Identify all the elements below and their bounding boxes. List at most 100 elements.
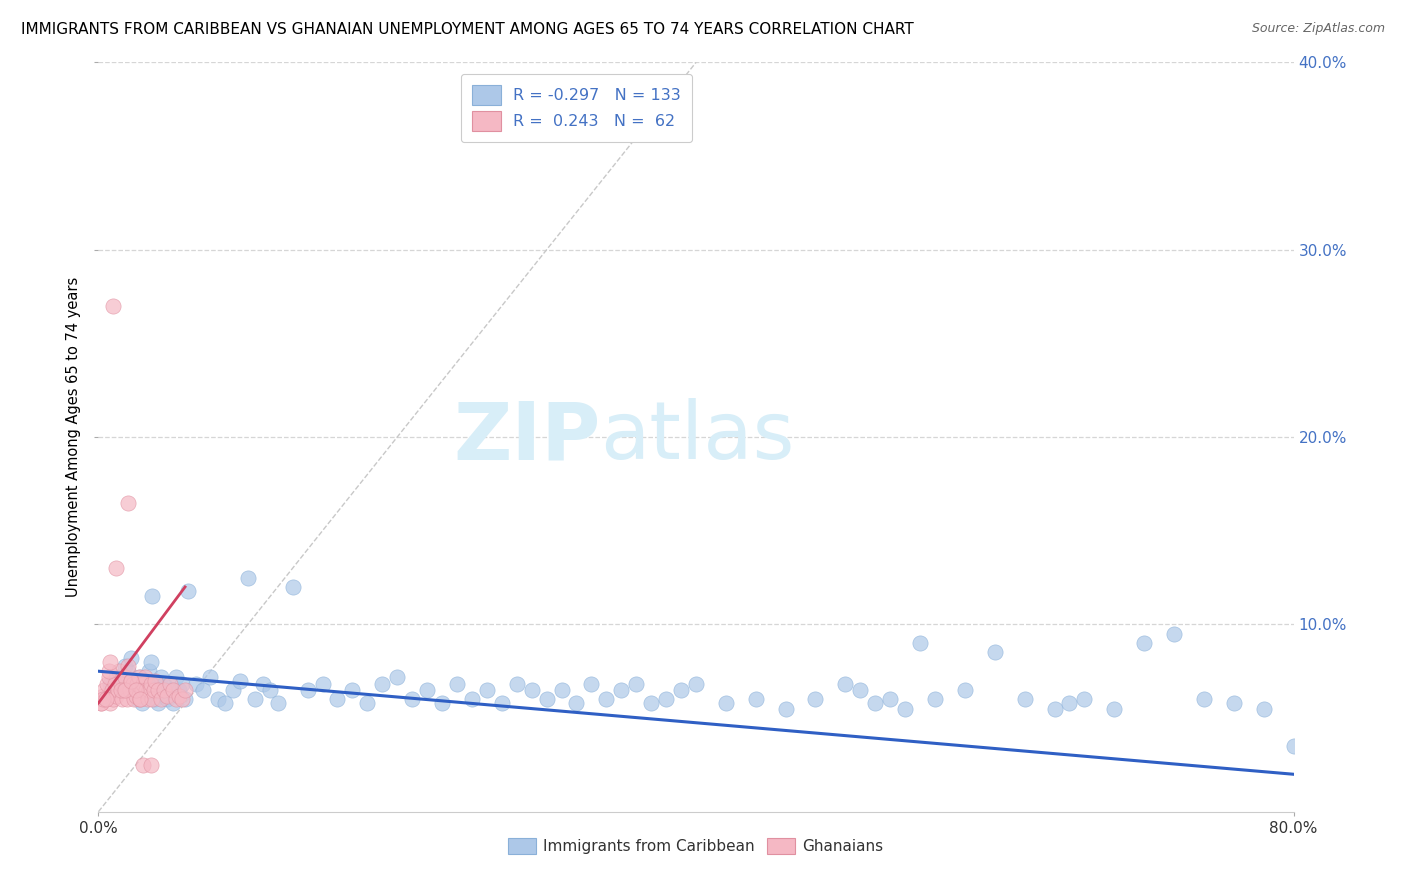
Point	[200, 670, 222, 684]
Point	[174, 692, 197, 706]
Point	[139, 758, 162, 772]
Point	[259, 683, 281, 698]
Point	[342, 683, 364, 698]
Point	[129, 670, 152, 684]
Point	[129, 692, 152, 706]
Point	[111, 692, 134, 706]
Point	[401, 692, 423, 706]
Point	[101, 683, 124, 698]
Point	[356, 696, 378, 710]
Point	[184, 677, 207, 691]
Point	[640, 696, 662, 710]
Point	[141, 590, 163, 604]
Point	[565, 696, 588, 710]
Point	[134, 670, 156, 684]
Point	[120, 673, 142, 688]
Point	[124, 692, 146, 706]
Point	[139, 655, 162, 669]
Point	[326, 692, 349, 706]
Point	[110, 677, 132, 691]
Point	[865, 696, 887, 710]
Point	[124, 673, 146, 688]
Point	[131, 696, 153, 710]
Point	[714, 696, 737, 710]
Point	[132, 683, 155, 698]
Point	[879, 692, 901, 706]
Point	[167, 683, 190, 698]
Point	[222, 683, 245, 698]
Point	[416, 683, 439, 698]
Point	[159, 677, 181, 691]
Point	[150, 670, 173, 684]
Point	[96, 677, 118, 691]
Point	[894, 701, 917, 715]
Point	[908, 636, 931, 650]
Point	[139, 677, 162, 691]
Point	[849, 683, 872, 698]
Point	[103, 692, 125, 706]
Point	[1104, 701, 1126, 715]
Point	[90, 696, 112, 710]
Point	[236, 571, 259, 585]
Point	[93, 683, 115, 698]
Point	[110, 683, 132, 698]
Point	[104, 677, 127, 691]
Point	[114, 670, 136, 684]
Point	[115, 692, 138, 706]
Point	[536, 692, 558, 706]
Point	[1163, 626, 1185, 640]
Point	[125, 689, 148, 703]
Point	[120, 651, 142, 665]
Point	[311, 677, 333, 691]
Point	[297, 683, 319, 698]
Point	[252, 677, 274, 691]
Point	[128, 670, 150, 684]
Point	[134, 673, 156, 688]
Point	[107, 683, 129, 698]
Point	[148, 683, 170, 698]
Point	[105, 561, 128, 575]
Point	[385, 670, 409, 684]
Point	[105, 689, 128, 703]
Point	[626, 677, 648, 691]
Point	[117, 664, 139, 679]
Point	[371, 677, 394, 691]
Point	[984, 646, 1007, 660]
Point	[105, 670, 128, 684]
Point	[131, 683, 153, 698]
Point	[120, 673, 142, 688]
Point	[159, 683, 181, 698]
Point	[834, 677, 856, 691]
Point	[142, 683, 165, 698]
Point	[520, 683, 543, 698]
Point	[924, 692, 946, 706]
Point	[148, 696, 170, 710]
Point	[685, 677, 707, 691]
Point	[610, 683, 633, 698]
Point	[128, 677, 150, 691]
Point	[110, 683, 132, 698]
Point	[135, 683, 157, 698]
Point	[1059, 696, 1081, 710]
Point	[461, 692, 484, 706]
Point	[1253, 701, 1275, 715]
Point	[138, 683, 160, 698]
Point	[141, 692, 163, 706]
Point	[125, 683, 148, 698]
Point	[117, 658, 139, 673]
Point	[172, 677, 194, 691]
Point	[143, 692, 166, 706]
Point	[94, 692, 117, 706]
Point	[1043, 701, 1066, 715]
Point	[103, 299, 125, 313]
Point	[1282, 739, 1305, 753]
Point	[446, 677, 468, 691]
Point	[172, 692, 194, 706]
Point	[90, 696, 112, 710]
Point	[267, 696, 290, 710]
Point	[207, 692, 229, 706]
Point	[153, 677, 176, 691]
Point	[775, 701, 797, 715]
Point	[127, 677, 149, 691]
Point	[91, 689, 114, 703]
